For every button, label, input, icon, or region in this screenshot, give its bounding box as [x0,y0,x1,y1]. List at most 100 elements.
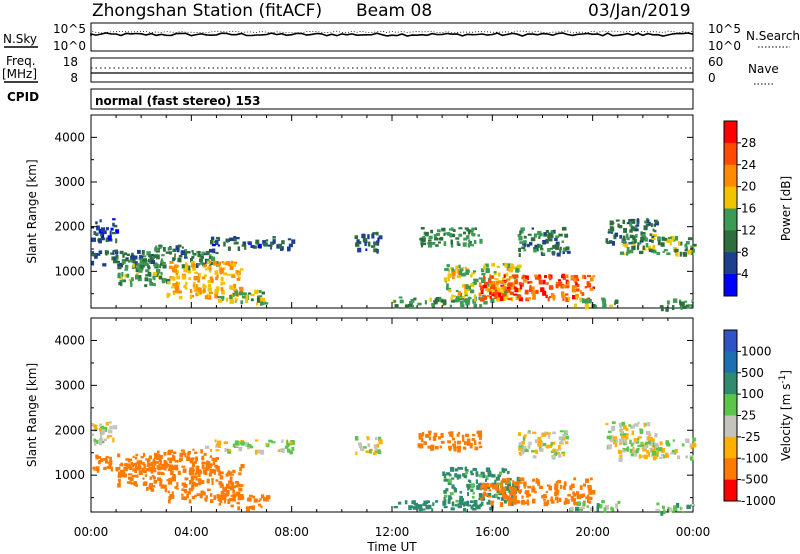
colorbar-tick-label: -1000 [741,494,776,508]
data-cell [241,441,245,446]
data-cell [139,266,144,271]
data-cell [470,484,475,489]
data-cell [428,432,432,436]
data-cell [500,280,504,284]
data-cell [182,451,185,456]
data-cell [479,238,483,244]
data-cell [276,244,281,249]
x-tick-label: 04:00 [174,525,209,539]
data-cell [602,299,607,305]
data-cell [424,300,427,305]
data-cell [570,506,574,511]
data-cell [488,495,492,498]
data-cell [420,227,425,230]
data-cell [149,282,153,286]
data-cell [507,286,511,291]
data-cell [118,276,123,279]
data-cell [635,228,639,232]
data-cell [503,282,507,286]
data-cell [240,439,244,442]
data-cell [555,235,560,238]
data-cell [669,507,672,513]
data-cell [450,267,454,270]
data-cell [623,228,627,233]
data-cell [491,482,496,488]
data-cell [125,463,131,469]
data-cell [539,439,543,443]
data-cell [562,250,565,255]
data-cell [217,440,222,445]
data-cell [629,448,634,454]
data-cell [464,227,469,230]
data-cell [211,480,214,485]
data-cell [613,439,617,445]
data-cell [191,495,196,500]
data-cell [542,279,546,285]
data-cell [636,447,640,451]
data-cell [458,243,461,246]
data-cell [651,450,657,456]
data-cell [609,220,614,226]
data-cell [506,272,509,277]
data-cell [201,490,204,495]
data-cell [184,249,188,254]
data-cell [288,243,293,248]
data-cell [201,457,205,460]
data-cell [682,305,685,309]
data-cell [95,232,99,237]
data-cell [526,243,530,248]
data-cell [518,442,522,446]
data-cell [565,499,570,504]
data-cell [286,448,291,453]
data-cell [98,427,102,432]
data-cell [517,483,520,486]
data-cell [96,456,99,460]
count-series [90,30,694,37]
y-tick-label: 3000 [54,378,85,392]
data-cell [470,274,473,278]
data-cell [171,491,174,496]
data-cell [538,485,544,489]
data-cell [559,246,562,251]
data-cell [419,444,424,449]
data-cell [485,482,490,486]
data-cell [573,501,578,506]
data-cell [112,250,115,255]
data-cell [362,446,367,449]
data-cell [442,500,447,506]
data-cell [119,250,124,255]
data-cell [454,441,457,444]
data-cell [638,454,642,459]
data-cell [505,479,508,485]
data-cell [144,260,148,265]
data-cell [242,292,247,295]
data-cell [464,299,469,304]
data-cell [92,433,95,436]
data-cell [197,252,201,257]
data-cell [552,448,557,453]
count-tick-right-bottom: 10^0 [708,39,741,53]
data-cell [478,292,482,297]
data-cell [449,492,454,495]
data-cell [460,501,464,506]
data-cell [666,442,671,447]
data-cell [434,237,439,241]
data-cell [463,474,468,479]
data-cell [239,442,242,445]
data-cell [214,288,219,293]
data-cell [485,268,489,271]
data-cell [647,436,651,441]
data-cell [114,249,118,252]
data-cell [453,446,457,452]
data-cell [469,444,473,449]
data-cell [146,251,151,256]
data-cell [543,494,547,496]
data-cell [645,223,649,227]
data-cell [458,270,463,276]
data-cell [444,494,448,498]
data-cell [467,296,472,300]
cpid-panel-frame [90,88,694,110]
data-cell [578,508,583,511]
data-cell [448,447,452,452]
data-cell [449,304,453,308]
